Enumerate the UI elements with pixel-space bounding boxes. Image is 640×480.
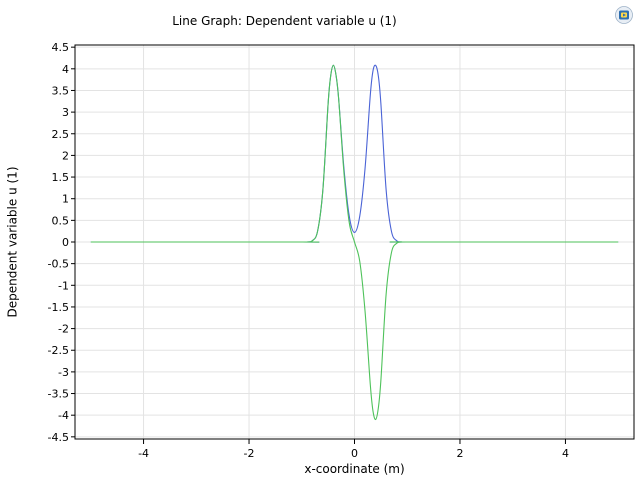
chart-title: Line Graph: Dependent variable u (1) (172, 14, 397, 28)
series-lines (90, 64, 619, 421)
y-tick-label: -4.5 (48, 431, 69, 444)
y-tick-label: -0.5 (48, 258, 69, 271)
y-tick-label: 0 (62, 236, 69, 249)
y-tick-label: 4.5 (52, 41, 70, 54)
y-tick-label: -1.5 (48, 301, 69, 314)
y-tick-label: 1.5 (52, 171, 70, 184)
y-tick-label: -2.5 (48, 344, 69, 357)
app-logo-icon (615, 6, 633, 24)
series-line-2 (90, 64, 619, 421)
y-tick-label: 1 (62, 193, 69, 206)
y-tick-label: 2.5 (52, 128, 70, 141)
y-tick-label: -4 (58, 409, 69, 422)
x-tick-label: -2 (244, 447, 255, 460)
x-tick-label: 4 (562, 447, 569, 460)
y-tick-label: 2 (62, 149, 69, 162)
y-tick-label: 4 (62, 63, 69, 76)
y-tick-label: -1 (58, 279, 69, 292)
x-tick-label: 2 (456, 447, 463, 460)
x-tick-label: -4 (138, 447, 149, 460)
x-tick-label: 0 (351, 447, 358, 460)
y-tick-label: -3.5 (48, 388, 69, 401)
y-tick-label: -3 (58, 366, 69, 379)
y-axis-label: Dependent variable u (1) (6, 167, 20, 318)
y-tick-label: -2 (58, 323, 69, 336)
y-tick-label: 0.5 (52, 214, 70, 227)
y-tick-label: 3 (62, 106, 69, 119)
y-tick-label: 3.5 (52, 84, 70, 97)
x-axis-label: x-coordinate (m) (304, 462, 404, 476)
axis-ticks: -4 -2 0 2 4 -4.5 -4 -3.5 -3 -2.5 -2 -1.5 -1 -0.5 0 0.5 1… (48, 41, 569, 460)
